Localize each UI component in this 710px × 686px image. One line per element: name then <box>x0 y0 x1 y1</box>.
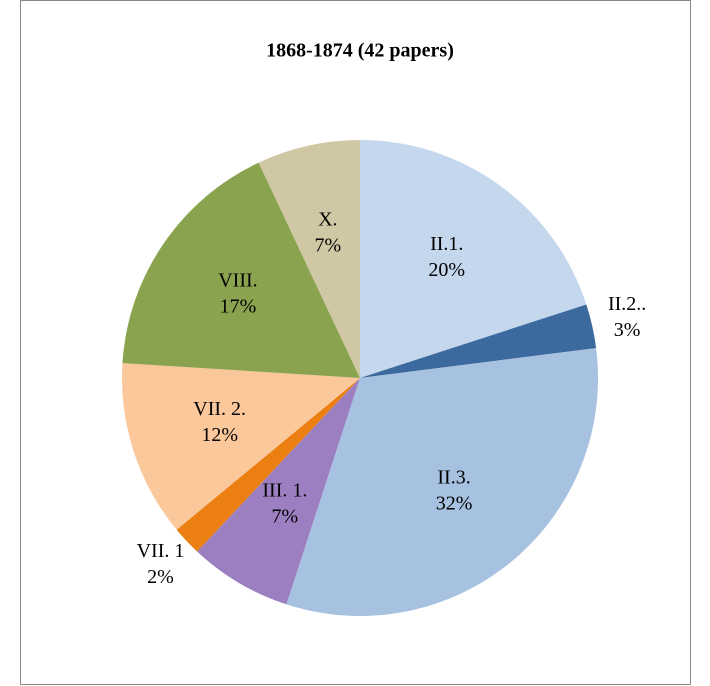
pie-slice <box>286 348 598 616</box>
slice-value-label: 2% <box>147 566 174 588</box>
slice-label: II.3. <box>437 466 470 488</box>
pie-slice <box>258 140 360 378</box>
pie-slice <box>122 363 360 530</box>
slice-label: III. 1. <box>262 480 307 502</box>
slice-label: VII. 2. <box>193 398 246 420</box>
slice-value-label: 32% <box>436 492 473 514</box>
slice-label: X. <box>318 209 337 231</box>
slice-value-label: 12% <box>201 424 238 446</box>
slice-value-label: 7% <box>272 506 299 528</box>
slice-value-label: 3% <box>614 319 641 341</box>
slice-label: II.1. <box>430 233 463 255</box>
slice-label: II.2.. <box>608 293 646 315</box>
pie-slice <box>122 162 360 378</box>
pie-slice <box>360 140 587 378</box>
slice-label: VIII. <box>218 270 257 292</box>
slice-label: VII. 1 <box>137 540 185 562</box>
pie-slice <box>176 378 360 552</box>
chart-title: 1868-1874 (42 papers) <box>266 40 454 62</box>
slice-value-label: 7% <box>314 235 341 257</box>
pie-slice <box>360 304 597 378</box>
pie-slice <box>197 378 360 605</box>
slice-value-label: 17% <box>220 296 257 318</box>
slice-value-label: 20% <box>428 259 465 281</box>
